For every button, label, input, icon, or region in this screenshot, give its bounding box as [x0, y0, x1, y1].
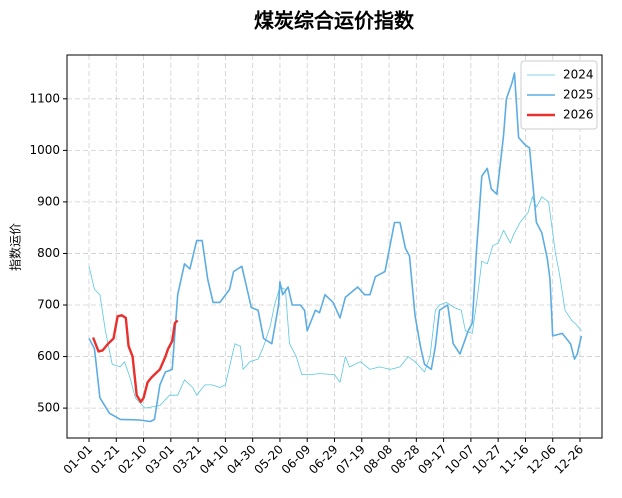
x-tick-label: 01-01	[61, 442, 96, 477]
series-line	[88, 196, 582, 409]
y-tick-label: 1000	[29, 143, 60, 157]
x-tick-label: 08-28	[388, 442, 423, 477]
x-tick-label: 12-06	[524, 442, 559, 477]
x-tick-label: 03-01	[142, 442, 177, 477]
x-tick-label: 04-30	[224, 442, 259, 477]
y-axis-label: 指数运价	[8, 223, 23, 271]
x-tick-label: 06-29	[306, 442, 341, 477]
y-tick-label: 600	[37, 349, 60, 363]
x-tick-label: 05-20	[252, 442, 287, 477]
x-tick-label: 04-10	[197, 442, 232, 477]
series-line	[88, 72, 583, 423]
legend-box	[520, 60, 598, 130]
x-tick-label: 09-17	[415, 442, 450, 477]
y-tick-label: 700	[37, 298, 60, 312]
x-tick-label: 02-10	[115, 442, 150, 477]
y-tick-label: 800	[37, 246, 60, 260]
plot-frame	[66, 54, 603, 439]
series-line	[91, 314, 179, 404]
chart-title: 煤炭综合运价指数	[254, 9, 415, 33]
x-tick-label: 03-21	[170, 442, 205, 477]
x-tick-label: 10-27	[470, 442, 505, 477]
x-tick-label: 06-09	[279, 442, 314, 477]
x-tick-label: 10-07	[442, 442, 477, 477]
x-tick-label: 08-08	[361, 442, 396, 477]
x-tick-label: 12-26	[552, 442, 587, 477]
legend-label: 2025	[563, 88, 594, 102]
x-tick-label: 07-19	[333, 442, 368, 477]
x-tick-label: 11-16	[497, 442, 532, 477]
x-tick-label: 01-21	[88, 442, 123, 477]
y-tick-label: 900	[37, 194, 60, 208]
legend-label: 2024	[563, 68, 594, 82]
y-tick-label: 500	[37, 401, 60, 415]
y-tick-label: 1100	[29, 91, 60, 105]
legend-label: 2026	[563, 108, 594, 122]
